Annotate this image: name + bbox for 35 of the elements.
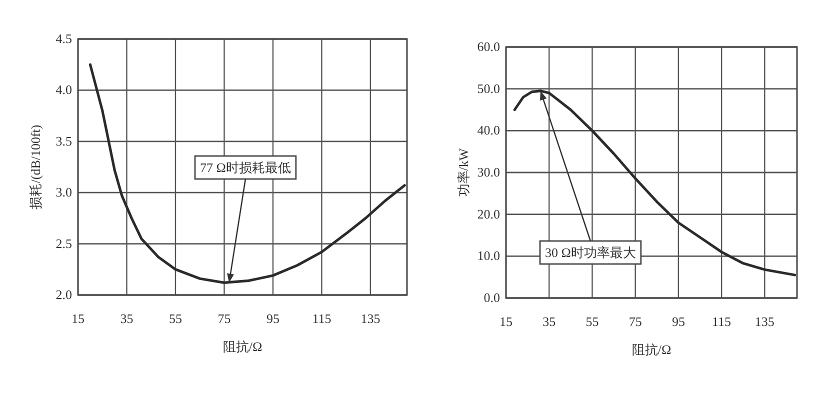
y-tick-label: 20.0 xyxy=(477,206,500,222)
y-axis-title: 损耗/(dB/100ft) xyxy=(28,124,43,210)
y-tick-label: 40.0 xyxy=(477,122,500,138)
annotation: 30 Ω时功率最大 xyxy=(545,245,636,260)
x-tick-label: 135 xyxy=(754,314,774,329)
y-tick-label: 3.5 xyxy=(56,133,72,148)
y-tick-label: 50.0 xyxy=(477,80,500,96)
x-tick-label: 75 xyxy=(628,314,642,329)
y-tick-label: 10.0 xyxy=(477,248,500,264)
x-tick-label: 95 xyxy=(266,311,280,326)
y-tick-label: 60.0 xyxy=(477,39,500,54)
y-tick-label: 4.5 xyxy=(56,31,72,46)
x-tick-label: 15 xyxy=(72,311,84,326)
x-axis-title: 阻抗/Ω xyxy=(222,339,262,354)
x-tick-label: 15 xyxy=(500,314,512,329)
y-tick-label: 30.0 xyxy=(477,164,500,180)
x-tick-label: 135 xyxy=(360,311,380,326)
x-tick-label: 75 xyxy=(218,311,231,326)
x-tick-label: 35 xyxy=(120,311,134,326)
y-tick-label: 4.0 xyxy=(56,82,72,98)
y-tick-label: 3.0 xyxy=(56,184,72,200)
annotation: 77 Ω时损耗最低 xyxy=(200,160,291,175)
x-tick-label: 115 xyxy=(712,314,732,329)
line-series xyxy=(513,90,796,276)
y-tick-label: 2.5 xyxy=(56,236,72,251)
y-axis-title: 功率/kW xyxy=(456,148,471,197)
y-tick-label: 0.0 xyxy=(484,290,500,305)
x-tick-label: 55 xyxy=(586,314,599,329)
x-tick-label: 115 xyxy=(312,311,332,326)
line-series xyxy=(88,63,406,284)
y-tick-label: 2.0 xyxy=(56,287,72,302)
x-tick-label: 55 xyxy=(168,311,182,326)
x-tick-label: 35 xyxy=(542,314,556,329)
x-axis-title: 阻抗/Ω xyxy=(632,342,672,357)
x-tick-label: 95 xyxy=(672,314,685,329)
